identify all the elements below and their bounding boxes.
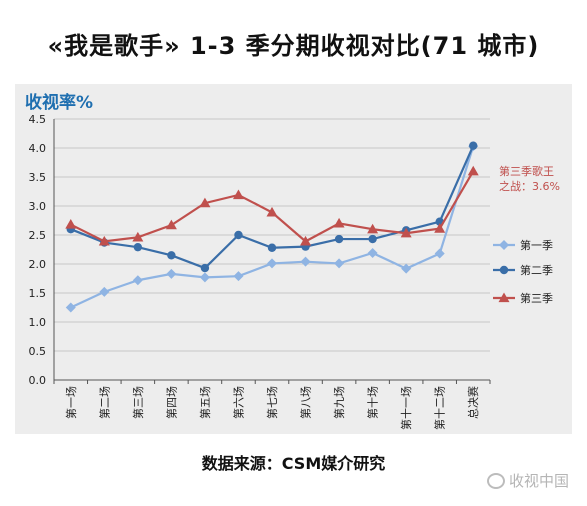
legend-label: 第二季 — [520, 263, 553, 277]
legend-marker — [499, 240, 509, 250]
x-tick-label: 第八场 — [299, 386, 313, 419]
legend-label: 第三季 — [520, 291, 553, 305]
chart-title: «我是歌手» 1-3 季分期收视对比(71 城市) — [47, 32, 540, 60]
wechat-icon — [486, 472, 505, 489]
y-tick-label: 3.5 — [29, 171, 47, 184]
data-point — [434, 248, 445, 259]
y-tick-label: 0.0 — [29, 374, 47, 387]
data-point — [334, 258, 345, 269]
data-point — [234, 230, 243, 240]
data-source: 数据来源：CSM媒介研究 — [201, 454, 386, 473]
legend-label: 第一季 — [520, 238, 553, 252]
y-tick-label: 1.5 — [29, 287, 47, 300]
data-point — [267, 243, 277, 252]
y-axis-label: 收视率% — [25, 93, 94, 113]
y-tick-label: 4.5 — [29, 113, 47, 126]
data-point — [367, 247, 378, 258]
data-point — [266, 206, 278, 217]
x-tick-label: 总决赛 — [466, 386, 480, 419]
data-point — [367, 223, 379, 234]
data-point — [267, 258, 277, 269]
data-point — [232, 189, 244, 200]
x-tick-label: 第七场 — [265, 386, 279, 419]
data-point — [469, 141, 478, 150]
data-point — [333, 217, 345, 228]
data-point — [167, 251, 176, 260]
x-tick-label: 第一场 — [64, 386, 78, 419]
data-point — [199, 197, 211, 208]
annotation-text: 之战：3.6% — [499, 179, 560, 193]
y-tick-label: 3.0 — [29, 200, 47, 213]
data-point — [199, 272, 210, 283]
legend-marker — [498, 292, 510, 303]
data-point — [233, 271, 244, 282]
data-point — [99, 286, 110, 297]
data-point — [300, 235, 312, 246]
x-tick-label: 第二场 — [97, 386, 111, 419]
annotation-text: 第三季歌王 — [499, 164, 554, 178]
data-point — [467, 165, 479, 176]
data-point — [165, 219, 177, 230]
y-tick-label: 1.0 — [29, 316, 47, 329]
watermark: 收视中国 — [486, 470, 569, 491]
watermark-text: 收视中国 — [508, 472, 569, 490]
data-point — [65, 302, 76, 313]
y-tick-label: 2.5 — [29, 229, 47, 242]
x-tick-label: 第十场 — [366, 386, 380, 419]
x-tick-label: 第三场 — [131, 386, 145, 419]
y-tick-label: 4.0 — [29, 142, 47, 155]
data-point — [400, 227, 412, 238]
series-line-1 — [70, 145, 475, 309]
data-point — [300, 256, 311, 267]
data-point — [200, 263, 210, 273]
x-tick-label: 第十一场 — [399, 386, 413, 430]
data-point — [334, 234, 344, 244]
x-tick-label: 第十二场 — [433, 386, 447, 430]
chart-panel — [15, 84, 572, 434]
y-tick-label: 2.0 — [29, 258, 47, 271]
x-tick-label: 第九场 — [332, 386, 346, 419]
data-point — [98, 235, 110, 246]
x-tick-label: 第四场 — [164, 386, 178, 419]
data-point — [65, 219, 77, 229]
y-tick-label: 0.5 — [29, 345, 47, 358]
x-tick-label: 第五场 — [198, 386, 212, 419]
legend-marker — [499, 265, 509, 275]
data-point — [133, 242, 143, 252]
data-point — [166, 268, 177, 279]
data-point — [132, 275, 143, 286]
data-point — [368, 234, 377, 244]
data-point — [434, 223, 446, 233]
x-tick-label: 第六场 — [231, 386, 245, 419]
data-point — [132, 231, 144, 242]
data-point — [401, 263, 412, 274]
